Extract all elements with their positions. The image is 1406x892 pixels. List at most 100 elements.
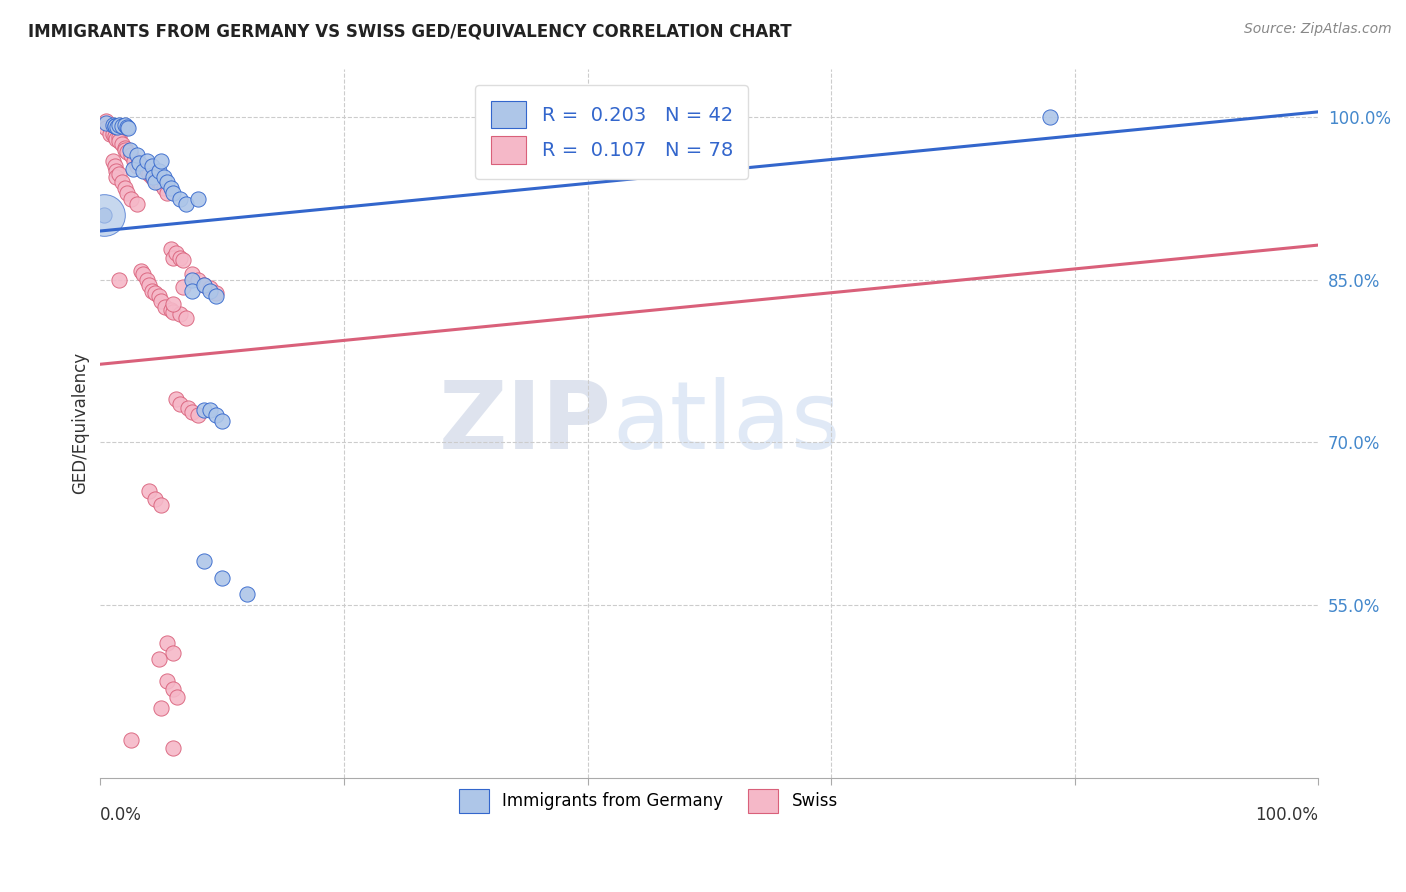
Point bbox=[101, 153, 124, 168]
Point bbox=[107, 167, 129, 181]
Point bbox=[162, 305, 184, 319]
Point bbox=[150, 700, 173, 714]
Point bbox=[162, 682, 184, 697]
Point bbox=[172, 280, 194, 294]
Point bbox=[118, 143, 141, 157]
Point bbox=[211, 571, 233, 585]
Point bbox=[166, 690, 188, 704]
Text: Source: ZipAtlas.com: Source: ZipAtlas.com bbox=[1244, 22, 1392, 37]
Point bbox=[172, 253, 194, 268]
Text: 100.0%: 100.0% bbox=[1256, 806, 1319, 824]
Point bbox=[235, 587, 257, 601]
Point bbox=[148, 289, 170, 303]
Point bbox=[120, 148, 142, 162]
Point bbox=[115, 145, 138, 159]
Point bbox=[96, 113, 118, 128]
Point bbox=[101, 127, 124, 141]
Y-axis label: GED/Equivalency: GED/Equivalency bbox=[72, 352, 89, 494]
Point bbox=[124, 153, 146, 168]
Point bbox=[122, 162, 145, 177]
Point bbox=[205, 285, 228, 300]
Point bbox=[160, 303, 183, 318]
Point bbox=[120, 192, 142, 206]
Point bbox=[180, 268, 202, 282]
Point bbox=[132, 164, 155, 178]
Point bbox=[169, 397, 191, 411]
Point bbox=[174, 310, 197, 325]
Point bbox=[150, 153, 173, 168]
Point bbox=[193, 278, 215, 293]
Point bbox=[93, 208, 115, 222]
Point bbox=[162, 647, 184, 661]
Point bbox=[150, 294, 173, 309]
Point bbox=[198, 281, 221, 295]
Point bbox=[169, 307, 191, 321]
Point bbox=[162, 296, 184, 310]
Text: atlas: atlas bbox=[612, 377, 841, 469]
Point bbox=[177, 401, 200, 415]
Point bbox=[120, 733, 142, 747]
Point bbox=[156, 175, 179, 189]
Point bbox=[150, 178, 173, 192]
Point bbox=[174, 197, 197, 211]
Point bbox=[193, 402, 215, 417]
Text: IMMIGRANTS FROM GERMANY VS SWISS GED/EQUIVALENCY CORRELATION CHART: IMMIGRANTS FROM GERMANY VS SWISS GED/EQU… bbox=[28, 22, 792, 40]
Point bbox=[105, 132, 128, 146]
Point bbox=[128, 155, 150, 169]
Point bbox=[162, 740, 184, 755]
Point bbox=[111, 175, 134, 189]
Point bbox=[152, 169, 174, 184]
Point bbox=[156, 186, 179, 200]
Point bbox=[165, 245, 187, 260]
Point bbox=[143, 173, 166, 187]
Point bbox=[132, 268, 155, 282]
Point bbox=[150, 498, 173, 512]
Point bbox=[169, 192, 191, 206]
Point bbox=[101, 118, 124, 132]
Point bbox=[135, 273, 157, 287]
Point bbox=[107, 118, 129, 132]
Point bbox=[111, 119, 134, 133]
Point bbox=[96, 116, 118, 130]
Point bbox=[138, 278, 160, 293]
Legend: Immigrants from Germany, Swiss: Immigrants from Germany, Swiss bbox=[453, 782, 845, 820]
Point bbox=[142, 169, 165, 184]
Point bbox=[143, 175, 166, 189]
Point bbox=[107, 273, 129, 287]
Point bbox=[180, 273, 202, 287]
Point bbox=[104, 128, 127, 143]
Point bbox=[125, 197, 148, 211]
Point bbox=[160, 180, 183, 194]
Point bbox=[169, 251, 191, 265]
Point bbox=[1039, 110, 1062, 124]
Point bbox=[205, 289, 228, 303]
Point bbox=[141, 284, 163, 298]
Point bbox=[98, 127, 121, 141]
Point bbox=[162, 251, 184, 265]
Point bbox=[187, 192, 209, 206]
Text: ZIP: ZIP bbox=[439, 377, 612, 469]
Point bbox=[143, 491, 166, 506]
Point bbox=[129, 264, 152, 278]
Point bbox=[165, 392, 187, 406]
Point bbox=[104, 119, 127, 133]
Point bbox=[187, 408, 209, 422]
Point bbox=[114, 118, 136, 132]
Point bbox=[180, 284, 202, 298]
Point bbox=[105, 164, 128, 178]
Point bbox=[135, 164, 157, 178]
Point bbox=[114, 180, 136, 194]
Point bbox=[141, 169, 163, 184]
Point bbox=[152, 180, 174, 194]
Point bbox=[156, 635, 179, 649]
Point bbox=[117, 121, 139, 136]
Text: 0.0%: 0.0% bbox=[100, 806, 142, 824]
Point bbox=[193, 278, 215, 293]
Point bbox=[132, 159, 155, 173]
Point bbox=[104, 159, 127, 173]
Point bbox=[111, 137, 134, 152]
Point bbox=[105, 169, 128, 184]
Point bbox=[153, 300, 176, 314]
Point bbox=[211, 413, 233, 427]
Point bbox=[115, 120, 138, 134]
